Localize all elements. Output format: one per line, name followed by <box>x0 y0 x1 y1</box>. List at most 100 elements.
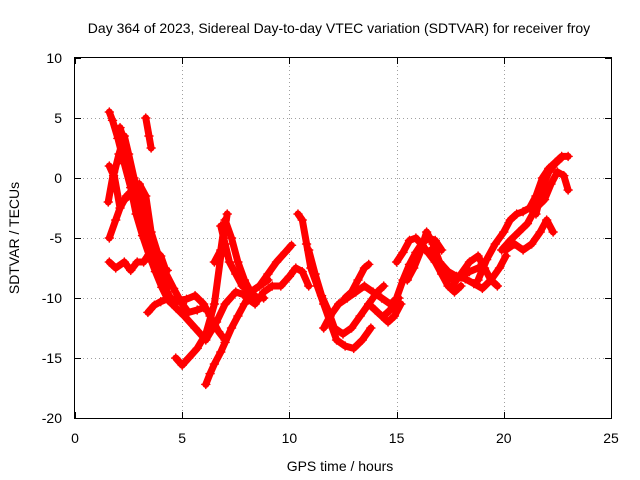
data-point <box>297 215 308 225</box>
data-point <box>537 182 548 193</box>
data-point <box>156 296 166 307</box>
data-point <box>233 311 243 321</box>
series-track-7 <box>141 113 156 153</box>
x-tick-label: 15 <box>389 430 405 446</box>
data-point <box>383 317 393 327</box>
data-point <box>331 335 342 345</box>
data-point <box>316 290 327 301</box>
series-track-17 <box>340 259 374 303</box>
data-point <box>258 287 269 297</box>
data-point <box>514 227 524 237</box>
data-point <box>171 353 181 363</box>
data-point <box>205 368 215 379</box>
data-point <box>138 257 149 267</box>
data-point <box>104 161 115 171</box>
data-point <box>370 305 380 315</box>
data-point <box>456 281 466 291</box>
data-point <box>338 329 348 339</box>
data-point <box>376 293 387 303</box>
data-point <box>237 281 247 291</box>
data-point <box>434 257 445 267</box>
data-point <box>550 158 561 169</box>
data-point <box>192 305 202 315</box>
data-point <box>156 251 166 261</box>
data-point <box>104 107 115 117</box>
series-track-26 <box>501 215 558 255</box>
data-point <box>130 191 140 201</box>
y-tick-label: -15 <box>42 350 62 366</box>
data-point <box>509 239 520 249</box>
data-point <box>460 274 470 284</box>
data-point <box>168 283 179 294</box>
series-track-5 <box>104 131 209 318</box>
data-point <box>389 311 400 321</box>
data-point <box>449 287 460 297</box>
data-point <box>117 197 127 207</box>
data-point <box>222 209 232 219</box>
y-tick-label: -10 <box>42 290 62 306</box>
data-point <box>490 239 500 249</box>
series-line <box>105 108 180 312</box>
data-point <box>348 343 359 354</box>
data-point <box>340 341 350 351</box>
data-point <box>353 275 363 285</box>
data-point <box>541 215 552 225</box>
data-point <box>511 209 522 219</box>
data-point <box>310 269 320 279</box>
data-point <box>409 263 419 273</box>
data-point <box>404 235 415 246</box>
data-point <box>355 311 365 321</box>
plot-frame <box>74 57 612 419</box>
data-point <box>391 257 402 267</box>
data-point <box>303 245 314 255</box>
data-point <box>391 293 402 303</box>
data-point <box>164 293 175 303</box>
data-point <box>556 152 567 163</box>
data-point <box>201 379 211 390</box>
data-point <box>114 149 124 159</box>
series-line <box>320 282 403 332</box>
data-point <box>398 247 408 258</box>
data-point <box>220 299 230 309</box>
data-point <box>280 247 290 258</box>
data-point <box>149 300 160 310</box>
data-point <box>209 257 220 267</box>
data-point <box>183 307 194 318</box>
data-point <box>552 167 563 177</box>
series-line <box>427 246 510 292</box>
data-point <box>226 233 237 243</box>
data-point <box>143 233 153 243</box>
data-point <box>157 282 167 292</box>
data-point <box>359 263 370 273</box>
data-point <box>346 287 357 297</box>
y-tick-label: 10 <box>46 50 62 66</box>
data-point <box>559 170 569 181</box>
x-axis-label: GPS time / hours <box>287 458 394 474</box>
data-point <box>124 163 135 174</box>
data-point <box>224 257 235 267</box>
data-point <box>209 299 220 309</box>
data-point <box>492 281 503 291</box>
data-point <box>456 269 466 279</box>
data-point <box>544 167 554 177</box>
data-point <box>171 302 181 313</box>
data-point <box>136 215 147 225</box>
data-point <box>411 233 421 243</box>
data-point <box>531 209 541 219</box>
data-point <box>421 227 432 237</box>
x-tick-label: 0 <box>71 430 79 446</box>
data-point <box>119 137 130 147</box>
data-point <box>276 281 286 291</box>
data-point <box>291 263 301 273</box>
data-point <box>535 227 545 237</box>
series-track-4 <box>104 107 181 313</box>
data-point <box>246 287 256 297</box>
data-point <box>201 329 211 339</box>
data-point <box>198 299 209 309</box>
data-point <box>297 266 308 277</box>
data-point <box>469 278 479 289</box>
data-point <box>177 360 187 370</box>
data-point <box>501 245 511 255</box>
data-point <box>333 299 344 309</box>
data-point <box>303 281 314 291</box>
